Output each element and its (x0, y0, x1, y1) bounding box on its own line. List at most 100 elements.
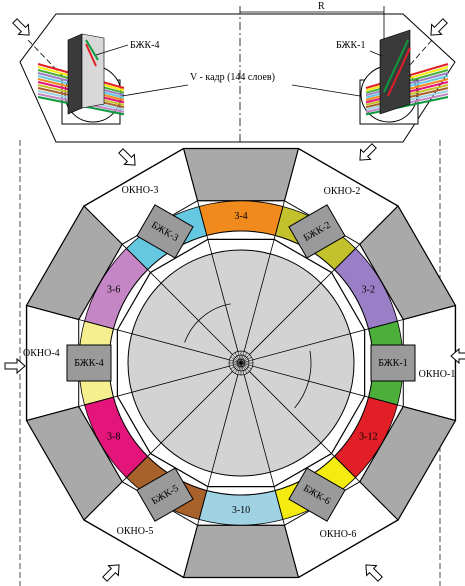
frame-stripe (365, 96, 449, 116)
segment-divider (183, 525, 199, 578)
rotation-arc (184, 303, 231, 343)
block-square (136, 467, 194, 522)
hub-spoke (234, 362, 242, 374)
gray-segment (182, 148, 300, 202)
arrow-upper-left (118, 148, 136, 166)
window-label-w1: ОКНО-1 (419, 369, 456, 380)
arrow-lower-right (365, 564, 383, 582)
zone-label-3-2: 3-2 (362, 285, 375, 296)
hub-spoke (234, 352, 242, 364)
block-label: БЖК-1 (378, 358, 407, 369)
block-square (66, 344, 112, 382)
zone-label-3-4: 3-4 (234, 211, 247, 222)
window-label-w6: ОКНО-6 (320, 529, 357, 540)
radial-lines (78, 200, 404, 526)
radial-line (252, 365, 404, 407)
arrow-shape (450, 347, 465, 365)
hub-spoke (229, 362, 242, 367)
radial-line (121, 243, 233, 355)
radial-line (121, 371, 233, 483)
radial-line (249, 243, 361, 355)
arrow-shape (4, 357, 26, 375)
block-b6: БЖК-6 (288, 467, 346, 522)
zone-ring (78, 200, 404, 526)
block-label: БЖК-4 (74, 358, 103, 369)
arrow-shape (430, 18, 448, 36)
frame-label: V - кадр (144 слоев) (190, 72, 275, 83)
radial-line (197, 200, 239, 352)
window-label-w2: ОКНО-2 (324, 186, 361, 197)
window-label-w3: ОКНО-3 (122, 185, 159, 196)
hub-spoke (240, 362, 250, 372)
segment-divider (26, 305, 79, 321)
radial-line (243, 374, 285, 526)
block-b2: БЖК-2 (288, 204, 346, 259)
hub-spoke (232, 362, 242, 372)
arrow-shape (365, 564, 383, 582)
radial-line (78, 365, 230, 407)
block-b5: БЖК-5 (136, 467, 194, 522)
radius-label: R (318, 1, 325, 12)
top-view: R БЖК-4 БЖК-1 V - кадр (144 слоев) (19, 1, 456, 143)
arrow-shape (118, 148, 136, 166)
gray-segments (25, 148, 457, 578)
hub-spoke (240, 362, 248, 374)
arrow-top-right (430, 18, 448, 36)
hub-spoke (240, 362, 245, 375)
direction-arrows (4, 18, 465, 582)
radial-line (252, 319, 404, 361)
block-b3: БЖК-3 (136, 204, 194, 259)
hub-spoke (240, 362, 253, 367)
hub-spoke (232, 354, 242, 364)
zone-label-3-10: 3-10 (232, 505, 250, 516)
segment-divider (183, 148, 199, 201)
right-cylinder (359, 29, 449, 125)
block-square (288, 204, 346, 259)
hub-spoke (240, 354, 250, 364)
arrow-shape (12, 18, 30, 36)
segment-divider (403, 305, 456, 321)
hub-spoke (237, 351, 242, 364)
block-b4: БЖК-4 (66, 344, 112, 382)
hub-spoke (240, 351, 245, 364)
zone-label-3-12: 3-12 (359, 432, 377, 443)
center-hub (228, 350, 254, 376)
hub-spoke (230, 356, 242, 364)
arrow-lower-left (102, 564, 120, 582)
window-labels: ОКНО-1 ОКНО-2 ОКНО-3 ОКНО-4 ОКНО-5 ОКНО-6 (23, 185, 455, 540)
window-label-w4: ОКНО-4 (23, 348, 60, 359)
window-label-w5: ОКНО-5 (117, 526, 154, 537)
left-cylinder (37, 33, 125, 125)
segment-divider (283, 525, 299, 578)
segment-divider (359, 481, 399, 521)
gray-segment (182, 524, 300, 578)
zone-label-3-8: 3-8 (107, 432, 120, 443)
arrow-shape (359, 143, 377, 161)
bzhk-blocks: БЖК-1 БЖК-2 БЖК-3 БЖК-4 БЖК-5 БЖК-6 (66, 204, 416, 522)
top-block-left-label: БЖК-4 (130, 40, 159, 51)
block-square (288, 467, 346, 522)
block-square (136, 204, 194, 259)
segment-divider (283, 148, 299, 201)
hub-spoke (229, 359, 242, 364)
hub-spoke (230, 362, 242, 370)
hub-spoke (237, 362, 242, 375)
block-square (370, 344, 416, 382)
segment-divider (359, 205, 399, 245)
segment-divider (26, 405, 79, 421)
hub-spoke (240, 352, 248, 364)
block-b1: БЖК-1 (370, 344, 416, 382)
top-block-right-label: БЖК-1 (336, 40, 365, 51)
hub-spoke (240, 359, 253, 364)
plan-view: 3-13-23-33-43-53-63-73-83-93-103-113-12 … (4, 18, 465, 582)
hub-spoke (240, 356, 252, 364)
arrow-left (4, 357, 26, 375)
segment-divider (403, 405, 456, 421)
radial-line (78, 319, 230, 361)
arrow-shape (102, 564, 120, 582)
arrow-right (450, 347, 465, 365)
top-view-outline (19, 13, 456, 143)
arrow-top-left (12, 18, 30, 36)
zone-label-3-6: 3-6 (107, 285, 120, 296)
arrow-upper-right (359, 143, 377, 161)
